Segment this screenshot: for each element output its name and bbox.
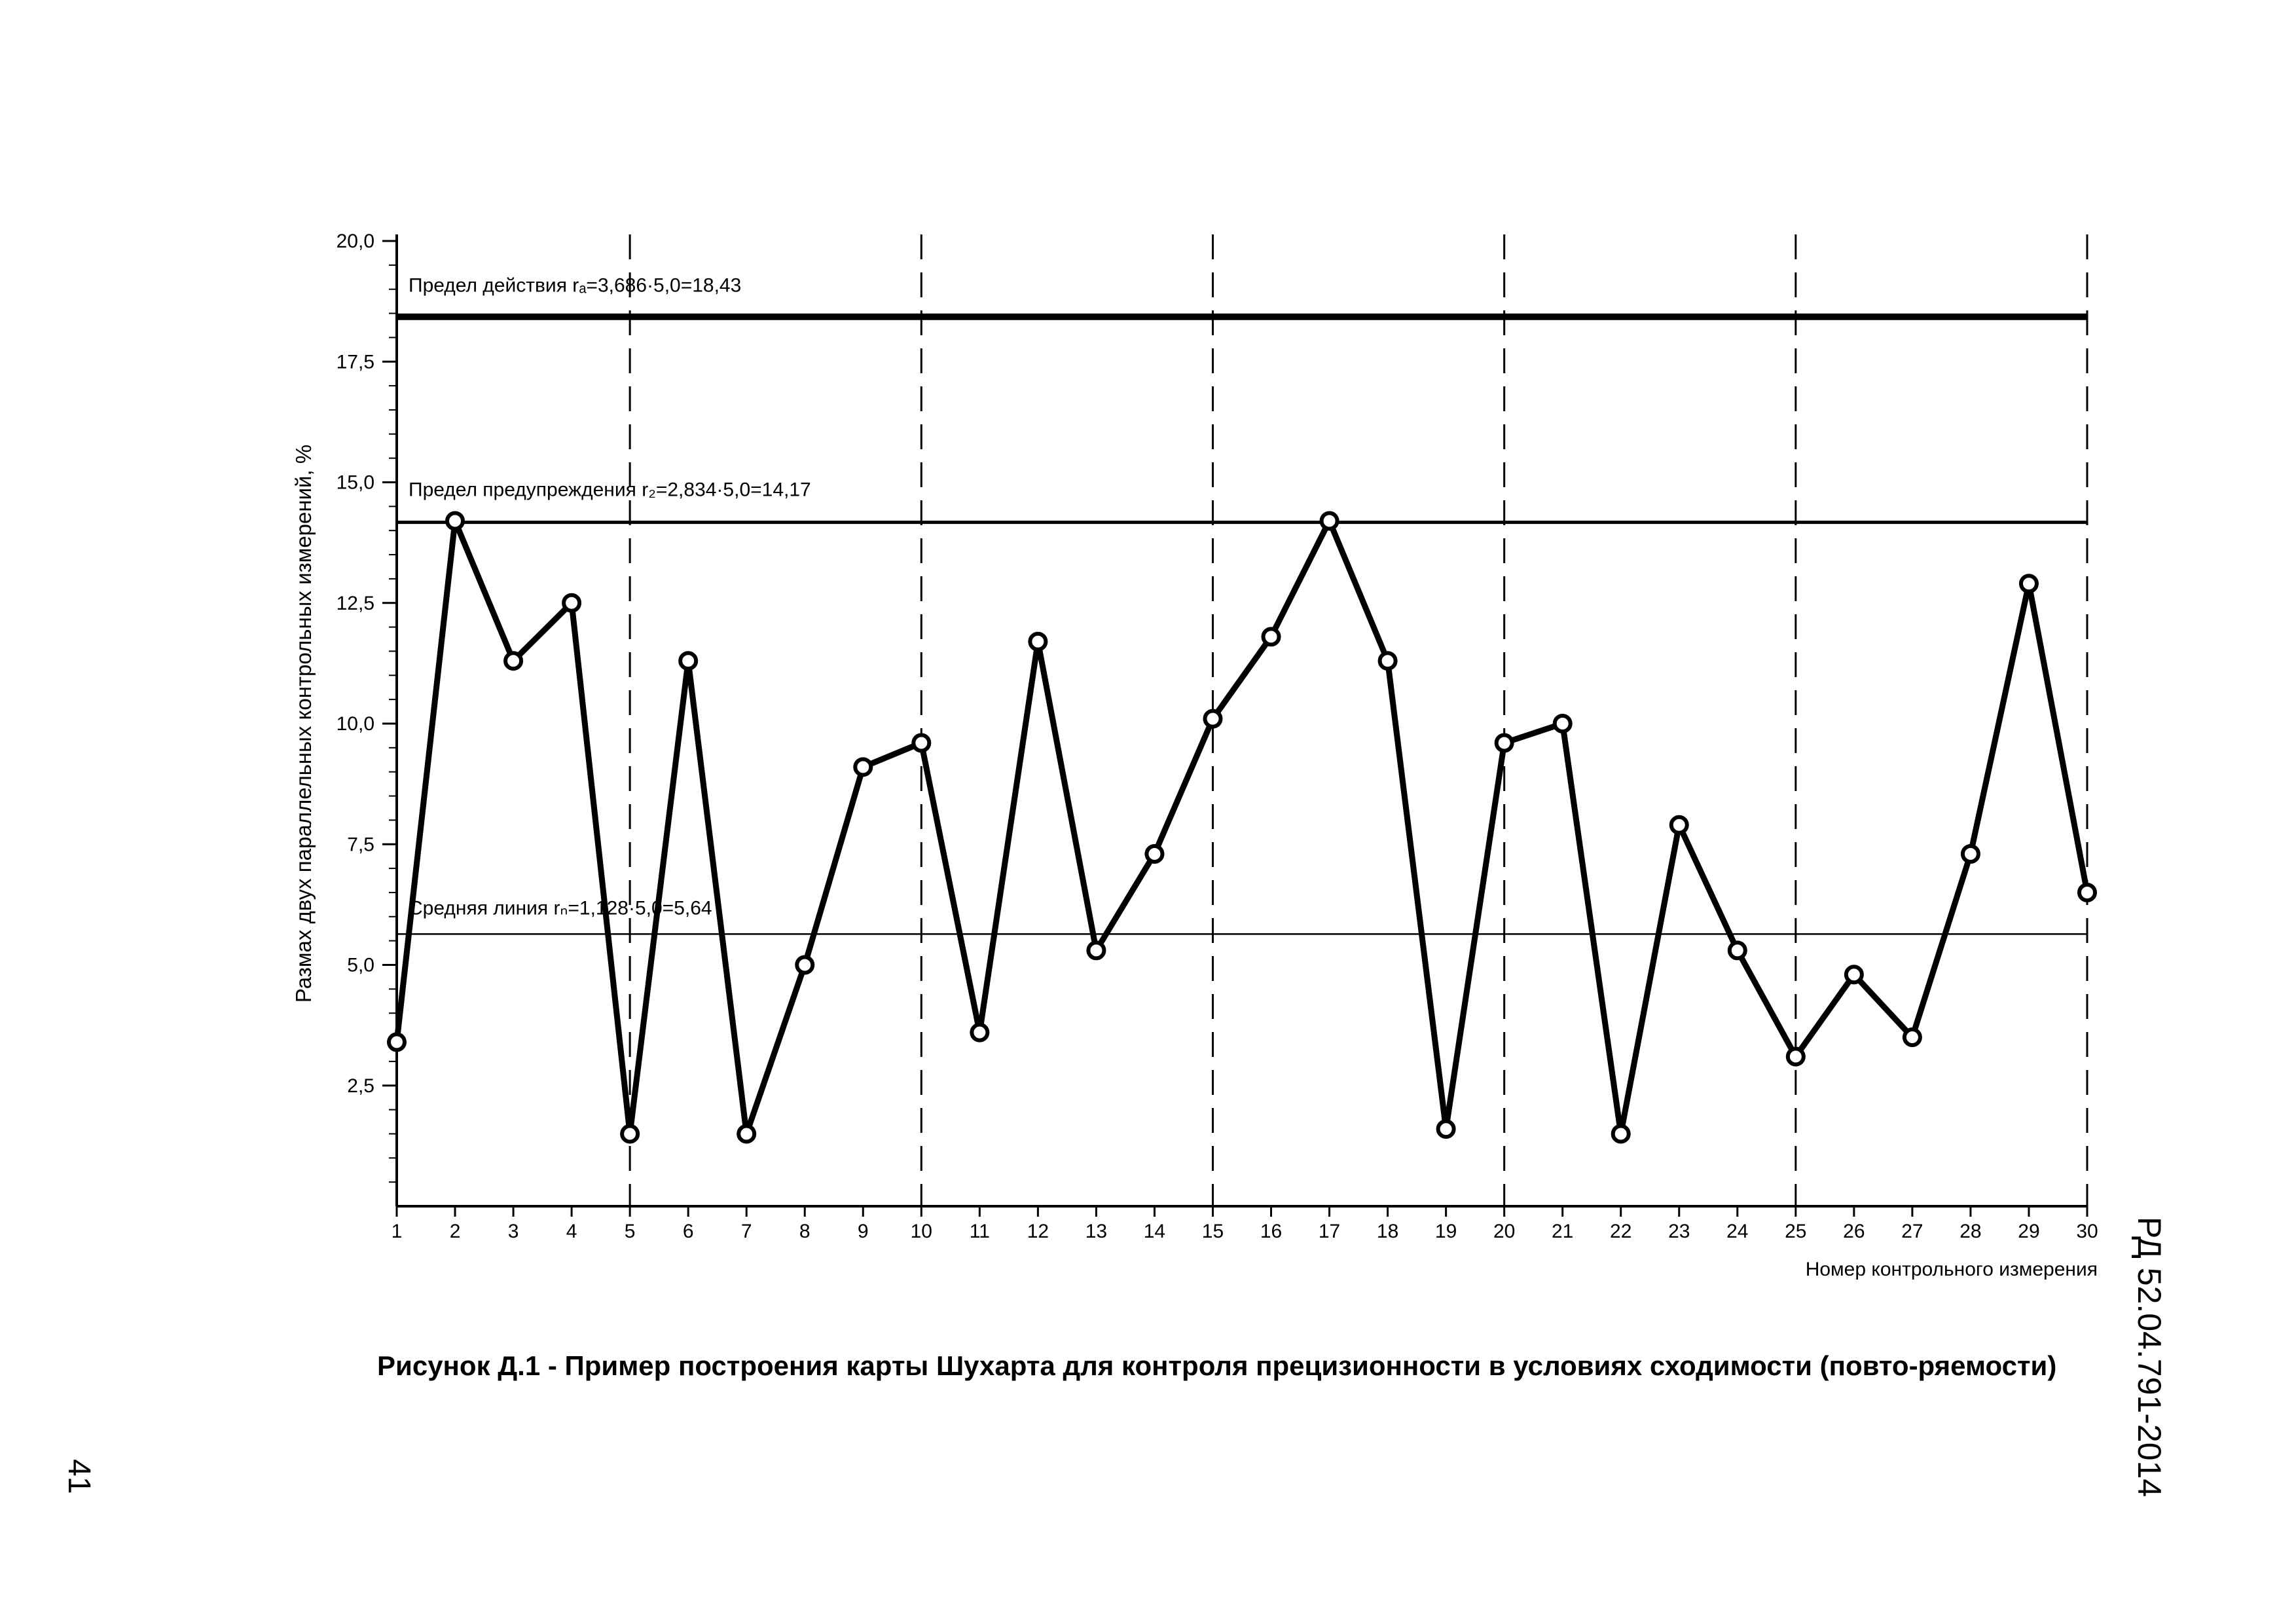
data-point	[1844, 965, 1864, 985]
data-point	[1436, 1119, 1456, 1139]
data-point	[970, 1022, 990, 1043]
data-point	[911, 733, 932, 753]
x-tick-label: 22	[1610, 1221, 1631, 1242]
x-tick-label: 29	[2018, 1221, 2039, 1242]
y-tick-label: 7,5	[347, 834, 374, 855]
dashed-vertical-lines	[629, 234, 2088, 1206]
data-point	[1960, 843, 1980, 864]
data-point	[1261, 627, 1281, 647]
x-tick-label: 18	[1377, 1221, 1398, 1242]
data-point	[387, 1032, 407, 1052]
y-tick-label: 5,0	[347, 955, 374, 976]
data-point	[1377, 651, 1398, 671]
x-tick-label: 20	[1493, 1221, 1515, 1242]
control-limit-lines	[397, 313, 2087, 935]
data-point	[1552, 714, 1573, 733]
x-tick-label: 24	[1726, 1221, 1748, 1242]
data-series	[387, 511, 2097, 1144]
data-point	[1785, 1046, 1806, 1067]
x-tick-label: 19	[1435, 1221, 1457, 1242]
data-point	[737, 1124, 757, 1144]
data-point	[1319, 511, 1339, 531]
y-tick-label: 12,5	[337, 593, 374, 614]
x-tick-label: 28	[1959, 1221, 1981, 1242]
data-point	[1902, 1027, 1922, 1048]
x-tick-label: 27	[1901, 1221, 1923, 1242]
data-point	[1669, 815, 1689, 835]
x-tick-label: 30	[2076, 1221, 2098, 1242]
y-axis-title: Размах двух параллельных контрольных изм…	[291, 445, 316, 1003]
data-point	[445, 511, 465, 531]
x-tick-label: 8	[799, 1221, 811, 1242]
document-code: РД 52.04.791-2014	[2131, 1217, 2168, 1498]
x-tick-label: 26	[1843, 1221, 1865, 1242]
data-point	[1028, 631, 1048, 652]
x-tick-label: 21	[1552, 1221, 1573, 1242]
x-tick-label: 2	[450, 1221, 461, 1242]
data-point	[2018, 574, 2039, 594]
data-point	[562, 593, 582, 613]
x-tick-label: 7	[741, 1221, 752, 1242]
x-tick-label: 9	[858, 1221, 869, 1242]
x-tick-label: 11	[970, 1221, 990, 1242]
x-tick-label: 10	[911, 1221, 932, 1242]
x-tick-label: 4	[566, 1221, 577, 1242]
figure-caption: Рисунок Д.1 - Пример построения карты Шу…	[377, 1350, 2057, 1381]
y-tick-label: 10,0	[337, 713, 374, 735]
center-line-label: Средняя линия rₙ=1,128·5,0=5,64	[409, 897, 712, 919]
x-tick-label: 15	[1202, 1221, 1224, 1242]
data-point	[1086, 940, 1106, 961]
data-point	[1727, 940, 1747, 961]
data-point	[678, 651, 699, 671]
data-point	[853, 757, 873, 777]
x-tick-label: 14	[1144, 1221, 1165, 1242]
x-tick-label: 16	[1260, 1221, 1282, 1242]
series-line	[393, 517, 2090, 1137]
data-point	[2077, 882, 2097, 902]
x-axis-title: Номер контрольного измерения	[1806, 1259, 2098, 1280]
x-tick-label: 3	[508, 1221, 519, 1242]
x-tick-label: 23	[1668, 1221, 1690, 1242]
x-tick-label: 1	[392, 1221, 403, 1242]
data-point	[795, 955, 815, 975]
data-point	[503, 651, 524, 671]
page-number: 41	[62, 1459, 96, 1494]
x-tick-label: 12	[1027, 1221, 1049, 1242]
chart-labels: 2,55,07,510,012,515,017,520,01 2 3 4 5 6 7 8 9 10…	[291, 231, 2098, 1280]
warning-limit-label: Предел предупреждения r₂=2,834·5,0=14,17	[409, 479, 811, 501]
data-point	[620, 1124, 640, 1144]
data-point	[1494, 733, 1514, 753]
data-point	[1203, 709, 1223, 729]
x-tick-label: 13	[1085, 1221, 1107, 1242]
x-tick-label: 25	[1785, 1221, 1806, 1242]
y-tick-label: 15,0	[337, 472, 374, 494]
data-point	[1144, 843, 1165, 864]
x-tick-label: 6	[683, 1221, 694, 1242]
action-limit-label: Предел действия rₐ=3,686·5,0=18,43	[409, 275, 741, 297]
y-tick-label: 17,5	[337, 351, 374, 373]
data-point	[1611, 1124, 1631, 1144]
x-tick-label: 17	[1319, 1221, 1340, 1242]
x-tick-label: 5	[625, 1221, 636, 1242]
y-tick-label: 20,0	[337, 231, 374, 252]
y-tick-label: 2,5	[347, 1075, 374, 1097]
